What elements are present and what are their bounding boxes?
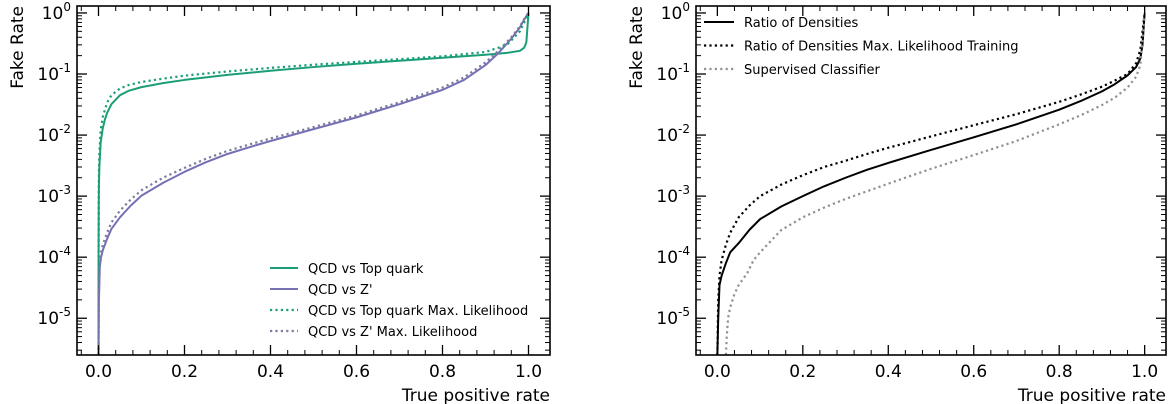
y-axis-label: Fake Rate [627,6,647,89]
x-tick-label: 1.0 [515,362,542,382]
y-tick-label: 10-1 [37,61,71,85]
right-roc-panel: 0.0 0.2 0.4 0.6 0.8 1.0 100 10-1 10-2 10-3 10-4 10-… [627,0,1167,404]
x-tick-label: 0.6 [343,362,370,382]
y-tick-label: 100 [42,0,71,24]
legend-label-2: QCD vs Top quark Max. Likelihood [308,304,528,319]
x-tick-label: 1.0 [1131,362,1158,382]
x-tick-label: 0.0 [704,362,731,382]
plot-frame [695,5,1167,356]
y-tick-label: 10-5 [37,305,71,329]
y-tick-label: 10-5 [656,305,690,329]
x-axis-label: True positive rate [401,386,550,404]
y-tick-label: 10-4 [37,244,71,268]
series-line-1 [97,12,530,355]
x-tick-label: 0.0 [85,362,112,382]
series-line-1 [716,12,1146,355]
x-tick-label: 0.4 [257,362,284,382]
legend: Ratio of Densities Ratio of Densities Max… [704,16,1019,78]
legend-label-0: Ratio of Densities [744,16,859,31]
legend: QCD vs Top quark QCD vs Z' QCD vs Top quar… [270,262,528,340]
x-axis-label: True positive rate [1017,386,1166,404]
y-tick-label: 10-4 [656,244,690,268]
x-tick-label: 0.2 [171,362,198,382]
series-line-2 [97,12,530,355]
legend-label-0: QCD vs Top quark [308,262,424,277]
series-line-2 [724,12,1146,355]
y-tick-label: 10-2 [656,122,690,146]
x-tick-label: 0.8 [429,362,456,382]
x-tick-label: 0.6 [960,362,987,382]
y-tick-label: 10-1 [656,61,690,85]
y-tick-label: 100 [661,0,690,24]
left-roc-panel: 0.0 0.2 0.4 0.6 0.8 1.0 100 10-1 10-2 10-3 10-4 10-… [8,0,551,404]
series-group [716,12,1146,355]
legend-label-1: QCD vs Z' [308,283,373,298]
legend-label-2: Supervised Classifier [744,63,881,78]
x-tick-label: 0.4 [875,362,902,382]
plot-frame [76,5,551,356]
x-tick-label: 0.8 [1046,362,1073,382]
series-line-3 [97,12,530,355]
y-tick-label: 10-2 [37,122,71,146]
legend-label-1: Ratio of Densities Max. Likelihood Train… [744,40,1019,55]
x-tick-label: 0.2 [789,362,816,382]
y-tick-label: 10-3 [656,183,690,207]
y-tick-label: 10-3 [37,183,71,207]
series-group [97,12,530,355]
y-axis-label: Fake Rate [8,6,28,89]
series-line-0 [716,12,1146,355]
legend-label-3: QCD vs Z' Max. Likelihood [308,325,477,340]
